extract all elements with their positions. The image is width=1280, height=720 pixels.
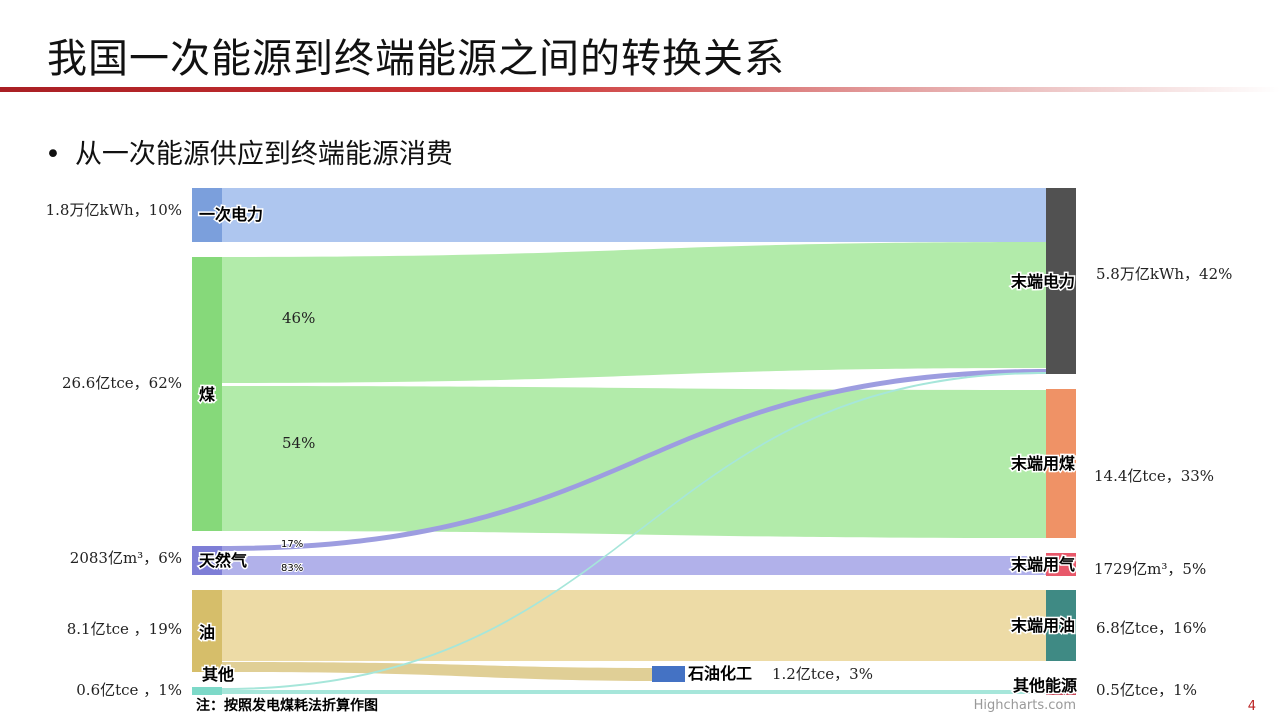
link-gas-to-end-power[interactable] (222, 369, 1046, 551)
node-end-other[interactable] (1046, 688, 1076, 695)
node-primary-power[interactable] (192, 188, 222, 242)
node-end-gas[interactable] (1046, 553, 1076, 576)
link-other-to-end-other[interactable] (222, 690, 1046, 694)
label-oil: 油 (199, 623, 215, 642)
label-other: 其他 (202, 665, 234, 684)
petrochem-marker (652, 666, 685, 682)
label-end-oil: 末端用油 (1011, 616, 1075, 635)
link-gas-to-end-gas[interactable] (222, 556, 1046, 575)
label-end-gas: 末端用气 (1011, 555, 1075, 574)
title-underline (0, 87, 1280, 92)
bullet-point: • 从一次能源供应到终端能源消费 (45, 132, 453, 171)
link-coal-to-end-power[interactable] (222, 242, 1046, 383)
value-end-power: 5.8万亿kWh，42% (1096, 265, 1232, 283)
link-oil-to-petrochem[interactable] (222, 662, 660, 681)
slide-title: 我国一次能源到终端能源之间的转换关系 (47, 36, 785, 82)
sankey-links (222, 188, 1046, 694)
label-gas: 天然气 (199, 551, 247, 570)
highcharts-credit[interactable]: Highcharts.com (974, 698, 1076, 713)
page-number: 4 (1248, 699, 1256, 714)
node-oil[interactable] (192, 590, 222, 672)
node-coal[interactable] (192, 257, 222, 531)
flow-label-gas-to-gas: 83% (281, 563, 303, 574)
flow-label-coal-to-coal: 54% (282, 434, 315, 452)
value-other: 0.6亿tce ，1% (76, 681, 182, 699)
value-coal: 26.6亿tce，62% (62, 374, 182, 392)
node-end-coal[interactable] (1046, 389, 1076, 538)
value-petrochem: 1.2亿tce，3% (772, 665, 873, 683)
footnote: 注：按照发电煤耗法折算作图 (196, 697, 378, 714)
left-nodes (192, 188, 222, 695)
label-petrochem: 石油化工 (687, 664, 752, 683)
link-oil-to-end-oil[interactable] (222, 590, 1046, 661)
flow-label-gas-to-power: 17% (281, 539, 303, 550)
label-end-coal: 末端用煤 (1011, 454, 1075, 473)
value-end-gas: 1729亿m³，5% (1094, 560, 1206, 578)
label-primary-power: 一次电力 (199, 205, 263, 224)
right-nodes (1046, 188, 1076, 695)
node-other[interactable] (192, 687, 222, 695)
value-gas: 2083亿m³，6% (70, 549, 182, 567)
bullet-text: 从一次能源供应到终端能源消费 (74, 139, 453, 170)
value-end-other: 0.5亿tce，1% (1096, 681, 1197, 699)
value-primary-power: 1.8万亿kWh，10% (46, 201, 182, 219)
label-coal: 煤 (199, 385, 215, 404)
flow-label-coal-to-power: 46% (282, 309, 315, 327)
node-end-power[interactable] (1046, 188, 1076, 374)
label-end-power: 末端电力 (1011, 272, 1075, 291)
node-gas[interactable] (192, 546, 222, 575)
node-end-oil[interactable] (1046, 590, 1076, 661)
value-oil: 8.1亿tce ，19% (67, 620, 182, 638)
value-end-coal: 14.4亿tce，33% (1094, 467, 1214, 485)
label-end-other: 其他能源 (1013, 676, 1077, 695)
value-end-oil: 6.8亿tce，16% (1096, 619, 1207, 637)
bullet-dot: • (45, 139, 61, 170)
link-primary-power-to-end-power[interactable] (222, 188, 1046, 242)
